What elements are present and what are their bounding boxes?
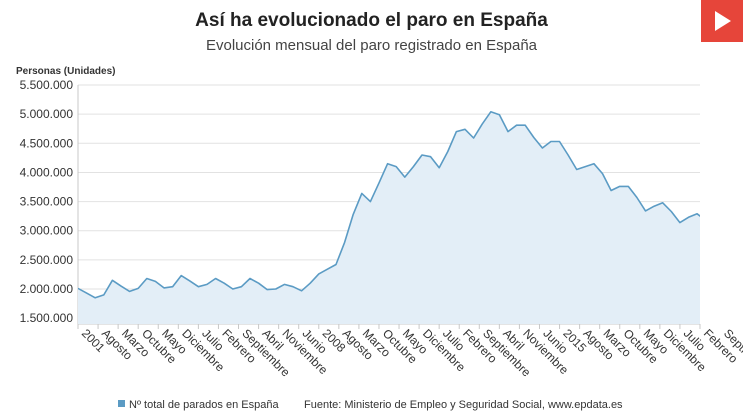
legend-item[interactable]: Nº total de parados en España [118, 399, 279, 411]
chart-title: Así ha evolucionado el paro en España [195, 10, 548, 31]
y-tick-label: 1.500.000 [20, 311, 74, 325]
y-tick-label: 5.500.000 [20, 78, 74, 92]
y-tick-label: 3.000.000 [20, 224, 74, 238]
play-button[interactable] [701, 0, 743, 42]
series-line [78, 111, 700, 299]
y-tick-label: 4.000.000 [20, 165, 74, 179]
y-tick-label: 2.000.000 [20, 282, 74, 296]
play-icon [715, 11, 731, 31]
series-area [78, 111, 700, 324]
unemployment-chart: Personas (Unidades) 1.500.000 2.000.000 2.5… [16, 66, 743, 380]
y-tick-label: 4.500.000 [20, 136, 74, 150]
y-tick-label: 5.000.000 [20, 107, 74, 121]
source-note: Fuente: Ministerio de Empleo y Seguridad… [304, 399, 623, 411]
y-tick-label: 3.500.000 [20, 195, 74, 209]
y-axis-title: Personas (Unidades) [16, 66, 115, 77]
chart-subtitle: Evolución mensual del paro registrado en… [205, 37, 538, 54]
y-tick-label: 2.500.000 [20, 253, 74, 267]
legend-label: Nº total de parados en España [129, 399, 279, 411]
legend-swatch [118, 400, 125, 407]
